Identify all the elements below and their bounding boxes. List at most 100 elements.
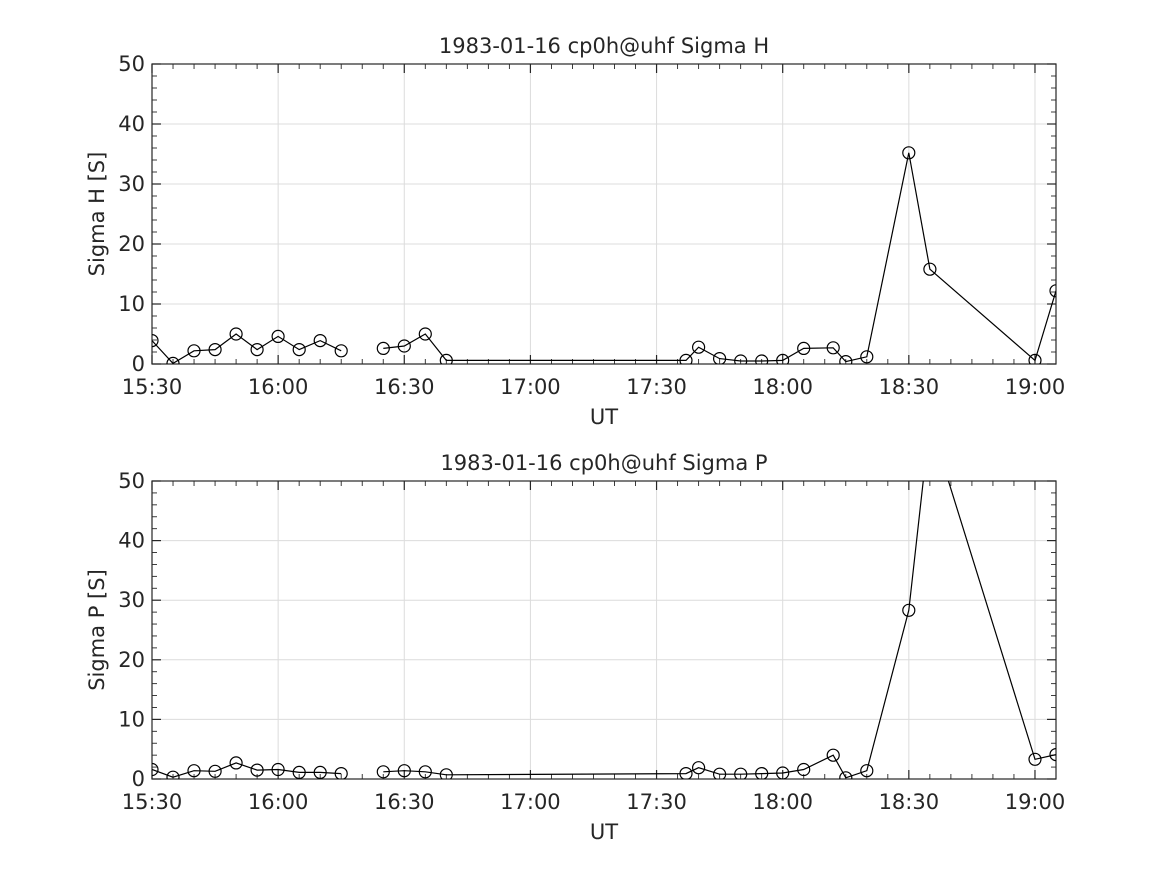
tick-marks	[151, 63, 1057, 365]
data-series	[152, 415, 1056, 779]
y-tick-label: 30	[118, 588, 145, 612]
data-point	[397, 764, 411, 778]
plot-frame	[151, 63, 1057, 365]
x-tick-label: 18:00	[752, 375, 813, 399]
x-tick-label: 15:30	[122, 790, 183, 814]
x-tick-label: 19:00	[1005, 790, 1066, 814]
data-point	[250, 763, 264, 777]
data-point	[418, 765, 432, 779]
data-point	[334, 767, 348, 779]
data-point	[797, 341, 811, 355]
y-axis-label: Sigma H [S]	[85, 152, 109, 277]
x-tick-label: 17:00	[500, 375, 561, 399]
data-point	[292, 765, 306, 779]
data-point	[902, 603, 916, 617]
chart-panel-2: 0 10 20 30 40 50 15:30 16:00 16:30 17:00 17:30 18:0…	[85, 415, 1066, 844]
y-tick-label: 10	[118, 707, 145, 731]
y-tick-label: 50	[118, 469, 145, 493]
data-point	[292, 343, 306, 357]
data-point	[271, 762, 285, 777]
data-point	[1028, 752, 1042, 766]
series-line	[383, 481, 1056, 779]
x-tick-label: 16:30	[374, 375, 435, 399]
y-tick-label: 0	[132, 352, 145, 376]
x-axis-label: UT	[590, 405, 618, 429]
data-point	[187, 764, 201, 778]
x-tick-label: 16:30	[374, 790, 435, 814]
y-tick-label: 10	[118, 292, 145, 316]
data-point	[734, 354, 748, 364]
data-point	[679, 353, 693, 364]
data-point	[679, 767, 693, 779]
data-point	[691, 340, 706, 354]
data-point	[1028, 353, 1042, 364]
data-point	[839, 771, 853, 779]
y-tick-label: 20	[118, 232, 145, 256]
data-point	[152, 334, 159, 348]
data-point	[776, 766, 790, 779]
data-point	[713, 767, 727, 779]
data-point	[187, 344, 201, 358]
data-point	[166, 770, 180, 779]
tick-marks	[151, 480, 1057, 780]
x-tick-label: 17:30	[626, 375, 687, 399]
data-point	[776, 353, 790, 364]
data-point	[250, 343, 264, 357]
data-point	[924, 415, 936, 427]
data-point	[271, 329, 285, 343]
data-point	[313, 765, 327, 779]
data-series	[152, 146, 1056, 364]
data-point	[826, 748, 840, 762]
x-tick-label: 19:00	[1005, 375, 1066, 399]
data-point	[797, 762, 811, 777]
x-tick-label: 18:00	[752, 790, 813, 814]
series-line	[152, 762, 342, 778]
y-tick-label: 20	[118, 648, 145, 672]
x-tick-label: 15:30	[122, 375, 183, 399]
data-point	[208, 343, 222, 357]
data-point	[229, 756, 243, 770]
x-tick-label: 16:00	[248, 790, 309, 814]
chart-title: 1983-01-16 cp0h@uhf Sigma P	[440, 451, 767, 475]
data-point	[755, 354, 769, 364]
x-tick-label: 18:30	[879, 375, 940, 399]
chart-panel-1: 0 10 20 30 40 50 15:30 16:00 16:30 17:00 17:30 18:0…	[85, 34, 1065, 429]
data-point	[229, 327, 243, 341]
data-point	[1049, 748, 1056, 762]
data-point	[418, 327, 432, 341]
data-point	[1049, 284, 1056, 298]
data-point	[439, 353, 453, 364]
data-point	[376, 341, 390, 355]
data-point	[734, 767, 748, 779]
data-point	[691, 761, 706, 775]
data-point	[152, 762, 159, 777]
data-point	[313, 334, 327, 348]
plot-frame	[151, 480, 1057, 780]
y-tick-label: 30	[118, 172, 145, 196]
y-tick-label: 50	[118, 52, 145, 76]
data-point	[166, 356, 180, 364]
data-point	[376, 765, 390, 779]
data-point	[397, 339, 411, 353]
chart-title: 1983-01-16 cp0h@uhf Sigma H	[439, 34, 769, 58]
series-line	[152, 333, 342, 364]
data-point	[839, 355, 853, 364]
y-axis-label: Sigma P [S]	[85, 569, 109, 691]
x-tick-label: 17:30	[626, 790, 687, 814]
data-point	[334, 344, 348, 358]
data-point	[755, 767, 769, 779]
data-point	[439, 768, 453, 779]
y-tick-label: 40	[118, 112, 145, 136]
data-point	[902, 146, 916, 160]
data-point	[208, 764, 222, 778]
grid-lines	[151, 480, 1056, 780]
x-axis-label: UT	[590, 820, 618, 844]
data-point	[860, 764, 874, 778]
y-tick-label: 0	[132, 767, 145, 791]
data-point	[923, 262, 937, 276]
data-point	[860, 350, 874, 364]
x-tick-label: 18:30	[879, 790, 940, 814]
data-point	[713, 352, 727, 364]
y-tick-label: 40	[118, 529, 145, 553]
